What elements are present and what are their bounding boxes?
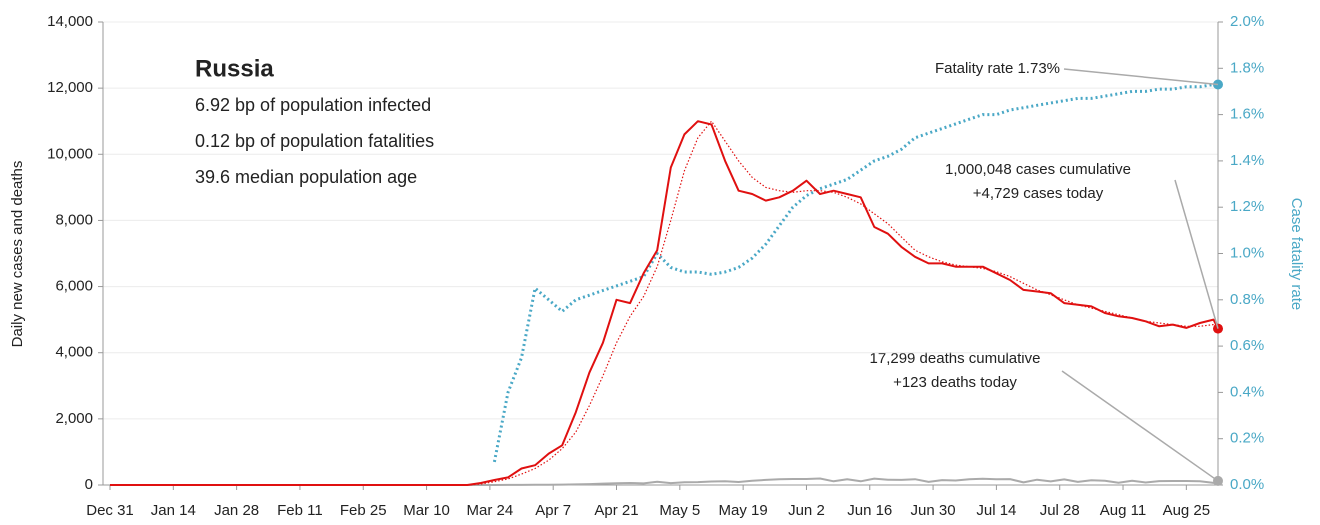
x-tick-label: Jun 30 <box>911 502 956 519</box>
y2-tick-label: 0.8% <box>1230 291 1264 308</box>
x-tick-label: Apr 7 <box>535 502 571 519</box>
y-tick-label: 8,000 <box>55 211 93 228</box>
x-tick-label: Jan 14 <box>151 502 196 519</box>
y-tick-label: 2,000 <box>55 410 93 427</box>
x-tick-label: Jun 16 <box>847 502 892 519</box>
y2-tick-label: 1.2% <box>1230 198 1264 215</box>
x-tick-label: Jul 28 <box>1040 502 1080 519</box>
x-tick-label: Aug 25 <box>1163 502 1211 519</box>
y2-tick-label: 0.6% <box>1230 337 1264 354</box>
x-tick-label: May 19 <box>719 502 768 519</box>
x-tick-label: Dec 31 <box>86 502 134 519</box>
x-tick-label: Aug 11 <box>1100 502 1146 519</box>
x-tick-label: Feb 25 <box>340 502 387 519</box>
x-tick-label: Jan 28 <box>214 502 259 519</box>
y-tick-label: 0 <box>85 476 93 493</box>
series-line <box>492 83 1218 463</box>
y2-tick-label: 1.8% <box>1230 59 1264 76</box>
y-tick-label: 10,000 <box>47 145 93 162</box>
series-line <box>110 120 1219 486</box>
x-tick-label: May 5 <box>659 502 700 519</box>
x-tick-label: Mar 24 <box>467 502 514 519</box>
leader-line <box>1174 179 1219 329</box>
y-tick-label: 12,000 <box>47 79 93 96</box>
stat-line: 6.92 bp of population infected <box>195 95 431 115</box>
x-tick-label: Mar 10 <box>403 502 450 519</box>
x-tick-label: Jun 2 <box>788 502 825 519</box>
y2-tick-label: 0.0% <box>1230 476 1264 493</box>
deaths-annotation: +123 deaths today <box>893 374 1017 391</box>
y-tick-label: 6,000 <box>55 278 93 295</box>
y2-tick-label: 0.2% <box>1230 430 1264 447</box>
y-tick-label: 4,000 <box>55 344 93 361</box>
fatality-annotation: Fatality rate 1.73% <box>935 60 1060 77</box>
cases-annotation: 1,000,048 cases cumulative <box>945 161 1131 178</box>
cases-annotation: +4,729 cases today <box>973 185 1104 202</box>
x-tick-label: Jul 14 <box>976 502 1016 519</box>
y2-tick-label: 2.0% <box>1230 13 1264 30</box>
y-tick-label: 14,000 <box>47 13 93 30</box>
country-title: Russia <box>195 55 274 82</box>
x-tick-label: Feb 11 <box>277 502 323 519</box>
stat-line: 39.6 median population age <box>195 167 417 187</box>
y2-axis-label: Case fatality rate <box>1288 198 1305 311</box>
leader-line <box>1061 370 1219 482</box>
y-axis-label: Daily new cases and deaths <box>9 161 26 348</box>
y2-tick-label: 1.0% <box>1230 244 1264 261</box>
leader-line <box>1063 68 1219 86</box>
y2-tick-label: 1.4% <box>1230 152 1264 169</box>
y2-tick-label: 0.4% <box>1230 383 1264 400</box>
x-tick-label: Apr 21 <box>594 502 638 519</box>
y2-tick-label: 1.6% <box>1230 106 1264 123</box>
series-line <box>110 477 1219 486</box>
stat-line: 0.12 bp of population fatalities <box>195 131 434 151</box>
deaths-annotation: 17,299 deaths cumulative <box>870 350 1041 367</box>
